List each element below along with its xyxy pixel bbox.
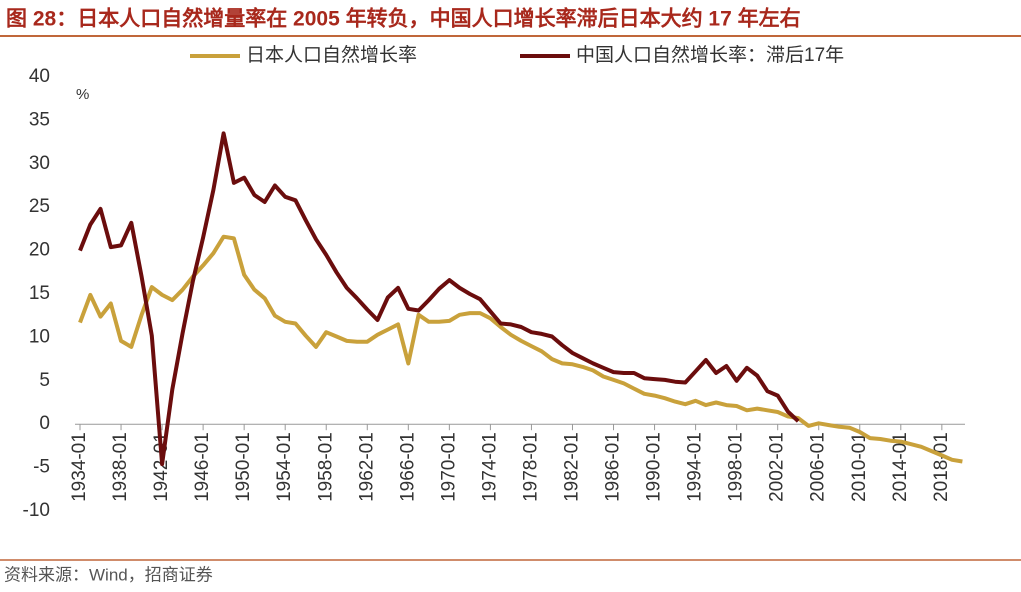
series-line <box>78 234 963 464</box>
y-tick-label: 30 <box>29 153 50 174</box>
x-tick-label: 1958-01 <box>315 432 336 502</box>
x-tick-label: 1990-01 <box>644 432 665 502</box>
legend-label: 中国人口自然增长率：滞后17年 <box>576 44 844 66</box>
y-tick-label: 20 <box>29 240 50 261</box>
y-unit: % <box>76 86 89 103</box>
x-tick-label: 1962-01 <box>356 432 377 502</box>
x-tick-label: 1954-01 <box>274 432 295 502</box>
x-tick-label: 2006-01 <box>808 432 829 502</box>
y-tick-label: -5 <box>33 457 50 478</box>
x-tick-label: 1946-01 <box>192 432 213 502</box>
x-tick-label: 1998-01 <box>726 432 747 502</box>
legend-label: 日本人口自然增长率 <box>246 44 417 66</box>
x-tick-label: 1934-01 <box>69 432 90 502</box>
series-line <box>78 131 800 467</box>
x-tick-label: 1986-01 <box>603 432 624 502</box>
x-tick-label: 1982-01 <box>561 432 582 502</box>
x-tick-label: 1970-01 <box>438 432 459 502</box>
x-tick-label: 1950-01 <box>233 432 254 502</box>
y-tick-label: 35 <box>29 109 50 130</box>
x-tick-label: 2002-01 <box>767 432 788 502</box>
y-tick-label: 10 <box>29 326 50 347</box>
x-tick-label: 2010-01 <box>849 432 870 502</box>
y-tick-label: -10 <box>23 500 50 521</box>
x-tick-label: 1994-01 <box>685 432 706 502</box>
chart-title: 图 28：日本人口自然增量率在 2005 年转负，中国人口增长率滞后日本大约 1… <box>6 7 801 31</box>
x-tick-label: 1938-01 <box>110 432 131 502</box>
y-tick-label: 25 <box>29 196 50 217</box>
x-tick-label: 1978-01 <box>520 432 541 502</box>
y-tick-label: 5 <box>39 370 50 391</box>
x-tick-label: 2014-01 <box>890 432 911 502</box>
x-tick-label: 1966-01 <box>397 432 418 502</box>
y-tick-label: 15 <box>29 283 50 304</box>
x-tick-label: 2018-01 <box>931 432 952 502</box>
x-tick-label: 1974-01 <box>479 432 500 502</box>
source: 资料来源：Wind，招商证券 <box>4 565 213 584</box>
y-tick-label: 40 <box>29 66 50 87</box>
y-tick-label: 0 <box>39 413 50 434</box>
x-tick-label: 1942-01 <box>151 432 172 502</box>
